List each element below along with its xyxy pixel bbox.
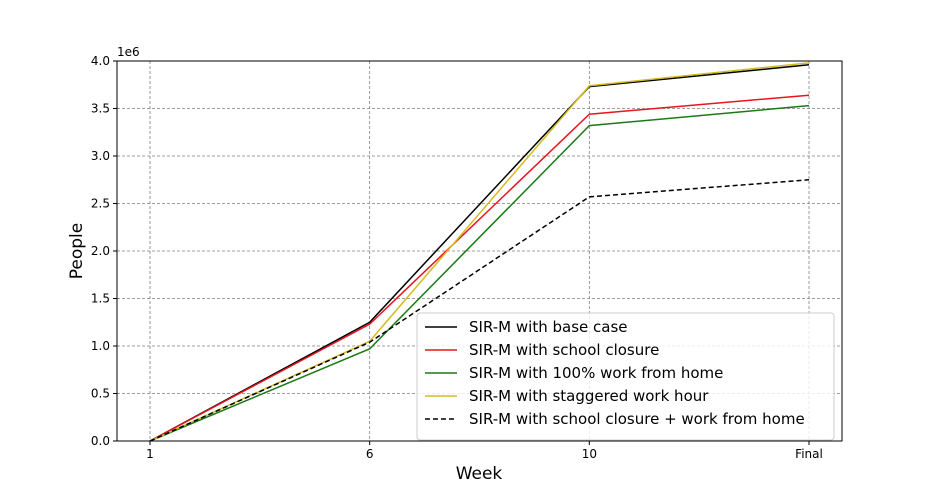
y-tick-label: 3.0 xyxy=(91,149,110,163)
y-tick-label: 2.5 xyxy=(91,197,110,211)
y-tick-label: 1.5 xyxy=(91,292,110,306)
y-axis-label: People xyxy=(67,223,87,279)
y-tick-label: 1.0 xyxy=(91,339,110,353)
x-tick-label: Final xyxy=(795,447,823,461)
legend-label: SIR-M with staggered work hour xyxy=(469,387,709,405)
y-tick-label: 4.0 xyxy=(91,54,110,68)
legend-label: SIR-M with base case xyxy=(469,318,627,336)
series-line-5 xyxy=(149,179,810,442)
legend-label: SIR-M with school closure + work from ho… xyxy=(469,410,805,428)
x-tick-label: 6 xyxy=(366,447,374,461)
series-line-1 xyxy=(149,64,810,442)
x-tick-label: 1 xyxy=(146,447,154,461)
legend-label: SIR-M with 100% work from home xyxy=(469,364,723,382)
y-axis-offset-label: 1e6 xyxy=(117,45,140,59)
axis-ticks: 1 6 10 Final 0.0 0.5 1.0 1.5 2.0 2.5 3.0 3.5 4.0 xyxy=(91,54,823,461)
y-tick-label: 2.0 xyxy=(91,244,110,258)
series-lines xyxy=(149,62,810,442)
y-tick-label: 0.5 xyxy=(91,387,110,401)
series-line-2 xyxy=(149,94,810,442)
legend-box xyxy=(416,312,835,441)
y-tick-label: 3.5 xyxy=(91,102,110,116)
legend-label: SIR-M with school closure xyxy=(469,341,659,359)
y-tick-label: 0.0 xyxy=(91,434,110,448)
x-axis-label: Week xyxy=(456,464,503,484)
legend: SIR-M with base case SIR-M with school cl… xyxy=(416,312,835,441)
x-tick-label: 10 xyxy=(582,447,597,461)
series-line-3 xyxy=(149,104,810,442)
